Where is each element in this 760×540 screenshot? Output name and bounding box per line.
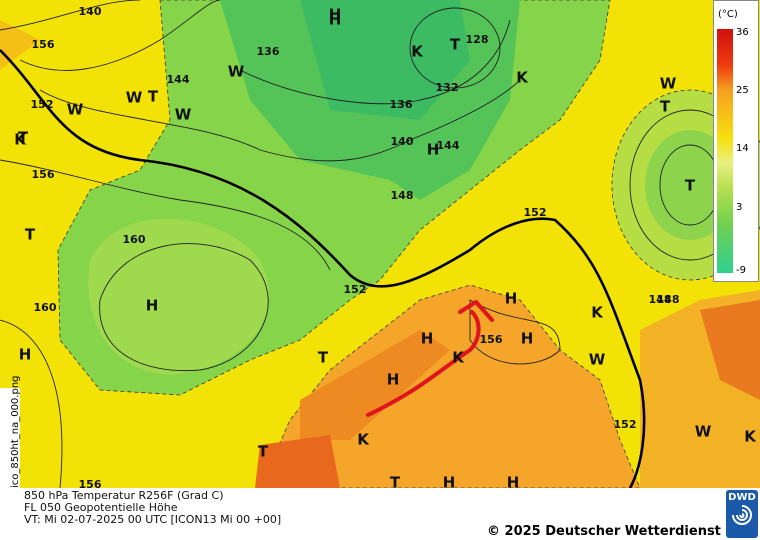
temp-region — [0, 20, 40, 70]
system-label: T — [450, 36, 461, 54]
system-label: T — [258, 443, 269, 461]
contour-label: 132 — [436, 81, 459, 94]
system-label: H — [505, 290, 518, 308]
system-label: K — [744, 428, 757, 446]
system-label: W — [175, 106, 192, 124]
system-label: K — [452, 349, 465, 367]
system-label: H — [329, 11, 342, 29]
contour-label: 148 — [649, 293, 672, 306]
dwd-logo: DWD — [726, 490, 758, 538]
system-label: H — [421, 330, 434, 348]
contour-label: 152 — [344, 283, 367, 296]
system-label: H — [507, 474, 520, 489]
system-label: T — [25, 226, 36, 244]
contour-label: 128 — [466, 33, 489, 46]
system-label: W — [660, 75, 677, 93]
system-label: H — [387, 371, 400, 389]
contour-label: 152 — [614, 418, 637, 431]
colorbar-tick-label: 3 — [736, 201, 743, 213]
system-label: K — [411, 43, 424, 61]
system-label: H — [19, 346, 32, 364]
contour-line — [469, 299, 561, 365]
contour-line — [19, 0, 221, 71]
system-label: W — [589, 351, 606, 369]
contour-line — [409, 7, 501, 89]
system-label: H — [146, 297, 159, 315]
logo-text: DWD — [728, 492, 756, 503]
system-label: W — [126, 89, 143, 107]
system-label: T — [390, 474, 401, 489]
annotation-arrow — [366, 300, 494, 417]
contour-line — [239, 19, 511, 105]
colorbar-tick-label: 14 — [736, 143, 749, 155]
system-label: T — [660, 98, 671, 116]
system-label: H — [329, 6, 342, 24]
system-label: W — [67, 101, 84, 119]
contour-line — [99, 243, 269, 372]
contour-line — [0, 0, 141, 31]
contour-label: 136 — [257, 45, 280, 58]
contour-label: 140 — [79, 5, 102, 18]
colorbar-gradient — [717, 29, 733, 273]
system-label: T — [318, 349, 329, 367]
contour-152 — [0, 49, 646, 488]
colorbar-unit: (°C) — [718, 9, 738, 20]
side-label: ico_850ht_na_000.png — [10, 375, 21, 488]
contour-label: 160 — [123, 233, 146, 246]
footer-line: FL 050 Geopotentielle Höhe — [24, 501, 178, 514]
logo-icon — [732, 505, 752, 525]
colorbar: (°C) 36 25 14 3 -9 — [713, 0, 759, 282]
system-label: W — [695, 423, 712, 441]
temp-region — [700, 300, 760, 400]
contour-label: 160 — [34, 301, 57, 314]
contour-label: 144 — [437, 139, 460, 152]
contour-label: 148 — [657, 293, 680, 306]
system-label: H — [443, 474, 456, 489]
system-label: W — [228, 63, 245, 81]
contour-label: 144 — [167, 73, 190, 86]
system-label: K — [14, 131, 27, 149]
side-label-box: ico_850ht_na_000.png — [0, 375, 21, 488]
system-label: K — [357, 431, 370, 449]
system-label: K — [516, 69, 529, 87]
contour-label: 156 — [480, 333, 503, 346]
colorbar-tick-label: 36 — [736, 27, 749, 38]
system-label: H — [427, 141, 440, 159]
contour-label: 140 — [391, 135, 414, 148]
temp-region — [259, 284, 641, 488]
footer-line: 850 hPa Temperatur R256F (Grad C) — [24, 489, 224, 502]
contour-line — [39, 79, 521, 162]
contour-label: 148 — [391, 189, 414, 202]
system-label: T — [148, 88, 159, 106]
contour-label: 152 — [524, 206, 547, 219]
temp-region — [300, 0, 470, 120]
copyright: © 2025 Deutscher Wetterdienst — [487, 524, 721, 539]
contour-label: 156 — [79, 478, 102, 488]
colorbar-tick-label: -9 — [736, 265, 746, 276]
contour-label: 156 — [32, 168, 55, 181]
contour-label: 152 — [31, 98, 54, 111]
contour-label: 136 — [390, 98, 413, 111]
system-label: T — [18, 129, 29, 147]
temp-region — [645, 130, 735, 240]
temp-region — [255, 435, 340, 488]
system-label: T — [685, 177, 696, 195]
contour-label: 156 — [32, 38, 55, 51]
contour-line — [0, 159, 331, 271]
footer-line: VT: Mi 02-07-2025 00 UTC [ICON13 Mi 00 +… — [24, 513, 282, 526]
system-label: K — [591, 304, 604, 322]
contour-line — [0, 319, 63, 488]
system-label: H — [521, 330, 534, 348]
isohypses — [0, 0, 751, 488]
temp-region — [300, 330, 450, 440]
colorbar-tick-label: 25 — [736, 85, 749, 97]
